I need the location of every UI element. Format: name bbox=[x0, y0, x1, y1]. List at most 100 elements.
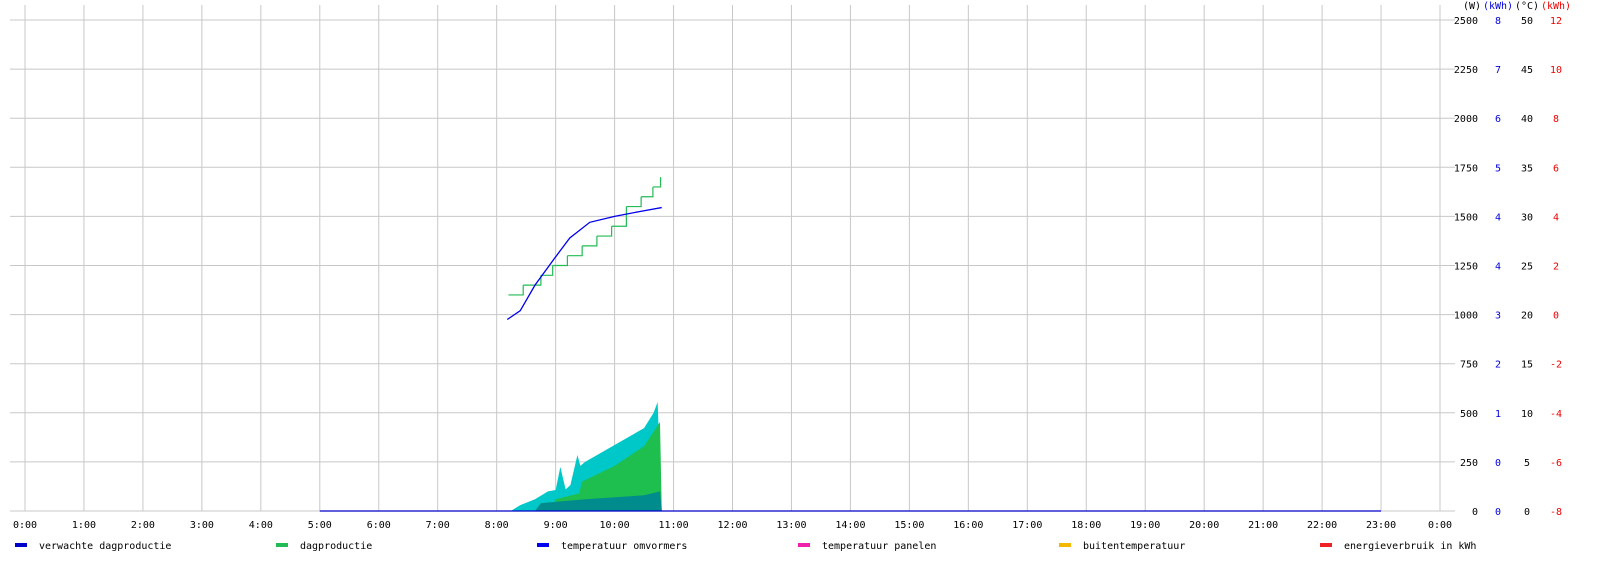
line bbox=[506, 206, 662, 321]
y-tick-label: 45 bbox=[1521, 65, 1533, 76]
y-tick-label: 8 bbox=[1495, 16, 1501, 27]
y-tick-label: 0 bbox=[1472, 507, 1478, 518]
x-tick-label: 10:00 bbox=[600, 520, 630, 531]
y-tick-label: 40 bbox=[1521, 114, 1533, 125]
y-tick-label: 0 bbox=[1495, 507, 1501, 518]
step-segment bbox=[552, 255, 569, 267]
y-tick-label: 1750 bbox=[1454, 163, 1478, 174]
legend-label: temperatuur omvormers bbox=[561, 541, 687, 552]
y-tick-label: 35 bbox=[1521, 163, 1533, 174]
x-tick-label: 8:00 bbox=[485, 520, 509, 531]
x-tick-label: 5:00 bbox=[308, 520, 332, 531]
x-tick-label: 0:00 bbox=[13, 520, 37, 531]
legend-swatch bbox=[1320, 543, 1332, 547]
step-segment bbox=[523, 275, 542, 286]
y-tick-label: 3 bbox=[1495, 311, 1501, 322]
y-tick-label: 8 bbox=[1553, 114, 1559, 125]
y-tick-label: 6 bbox=[1553, 163, 1559, 174]
legend-label: buitentemperatuur bbox=[1083, 541, 1185, 552]
x-tick-label: 22:00 bbox=[1307, 520, 1337, 531]
y-tick-label: 1 bbox=[1495, 409, 1501, 420]
axis-unit: (W) bbox=[1463, 1, 1481, 12]
x-tick-label: 2:00 bbox=[131, 520, 155, 531]
legend-swatch bbox=[537, 543, 549, 547]
y-tick-label: 0 bbox=[1495, 458, 1501, 469]
y-tick-label: 1000 bbox=[1454, 311, 1478, 322]
x-tick-label: 19:00 bbox=[1130, 520, 1160, 531]
axis-unit: (°C) bbox=[1515, 1, 1539, 12]
x-tick-label: 20:00 bbox=[1189, 520, 1219, 531]
x-tick-label: 16:00 bbox=[953, 520, 983, 531]
y-tick-label: 1500 bbox=[1454, 212, 1478, 223]
axis-unit: (kWh) bbox=[1483, 1, 1513, 12]
step-segment bbox=[508, 285, 524, 296]
legend-label: verwachte dagproductie bbox=[39, 541, 171, 552]
y-tick-label: 30 bbox=[1521, 212, 1533, 223]
legend-label: dagproductie bbox=[300, 541, 372, 552]
y-tick-label: -4 bbox=[1550, 409, 1562, 420]
step-segment bbox=[567, 245, 583, 257]
y-tick-label: -6 bbox=[1550, 458, 1562, 469]
step-segment bbox=[611, 206, 627, 227]
y-tick-label: -2 bbox=[1550, 360, 1562, 371]
y-tick-label: 0 bbox=[1524, 507, 1530, 518]
y-tick-label: 2000 bbox=[1454, 114, 1478, 125]
step-segment bbox=[652, 177, 662, 188]
y-tick-label: 10 bbox=[1550, 65, 1562, 76]
x-tick-label: 3:00 bbox=[190, 520, 214, 531]
y-tick-label: 15 bbox=[1521, 360, 1533, 371]
x-tick-label: 13:00 bbox=[776, 520, 806, 531]
legend-swatch bbox=[276, 543, 288, 547]
axis-unit: (kWh) bbox=[1541, 1, 1571, 12]
y-tick-label: 50 bbox=[1521, 16, 1533, 27]
y-tick-label: 25 bbox=[1521, 262, 1533, 273]
x-tick-label: 17:00 bbox=[1012, 520, 1042, 531]
x-tick-label: 1:00 bbox=[72, 520, 96, 531]
step-segment bbox=[641, 186, 654, 198]
y-tick-label: 1250 bbox=[1454, 262, 1478, 273]
area bbox=[549, 422, 662, 511]
step-segment bbox=[582, 236, 598, 247]
y-tick-label: 4 bbox=[1495, 262, 1501, 273]
legend-label: temperatuur panelen bbox=[822, 541, 936, 552]
step-segment bbox=[540, 265, 554, 276]
y-tick-label: 250 bbox=[1460, 458, 1478, 469]
x-tick-label: 7:00 bbox=[426, 520, 450, 531]
x-tick-label: 4:00 bbox=[249, 520, 273, 531]
x-tick-label: 11:00 bbox=[658, 520, 688, 531]
y-tick-label: 4 bbox=[1553, 212, 1559, 223]
y-tick-label: 2250 bbox=[1454, 65, 1478, 76]
x-tick-label: 9:00 bbox=[544, 520, 568, 531]
legend-label: energieverbruik in kWh bbox=[1344, 541, 1476, 552]
x-tick-label: 21:00 bbox=[1248, 520, 1278, 531]
y-tick-label: 7 bbox=[1495, 65, 1501, 76]
x-tick-label: 14:00 bbox=[835, 520, 865, 531]
x-tick-label: 23:00 bbox=[1366, 520, 1396, 531]
y-tick-label: 10 bbox=[1521, 409, 1533, 420]
y-tick-label: 2 bbox=[1495, 360, 1501, 371]
x-tick-label: 12:00 bbox=[717, 520, 747, 531]
y-tick-label: 4 bbox=[1495, 212, 1501, 223]
y-tick-label: 750 bbox=[1460, 360, 1478, 371]
y-tick-label: 5 bbox=[1524, 458, 1530, 469]
legend-swatch bbox=[15, 543, 27, 547]
y-tick-label: 2 bbox=[1553, 262, 1559, 273]
step-segment bbox=[596, 226, 613, 237]
y-tick-label: 20 bbox=[1521, 311, 1533, 322]
y-tick-label: 6 bbox=[1495, 114, 1501, 125]
y-tick-label: 500 bbox=[1460, 409, 1478, 420]
x-tick-label: 18:00 bbox=[1071, 520, 1101, 531]
y-tick-label: 2500 bbox=[1454, 16, 1478, 27]
y-tick-label: 12 bbox=[1550, 16, 1562, 27]
x-tick-label: 15:00 bbox=[894, 520, 924, 531]
x-tick-label: 6:00 bbox=[367, 520, 391, 531]
legend-swatch bbox=[798, 543, 810, 547]
x-tick-label: 0:00 bbox=[1428, 520, 1452, 531]
area bbox=[534, 491, 662, 511]
y-tick-label: 5 bbox=[1495, 163, 1501, 174]
step-segment bbox=[626, 196, 642, 208]
y-tick-label: 0 bbox=[1553, 311, 1559, 322]
legend-swatch bbox=[1059, 543, 1071, 547]
y-tick-label: -8 bbox=[1550, 507, 1562, 518]
